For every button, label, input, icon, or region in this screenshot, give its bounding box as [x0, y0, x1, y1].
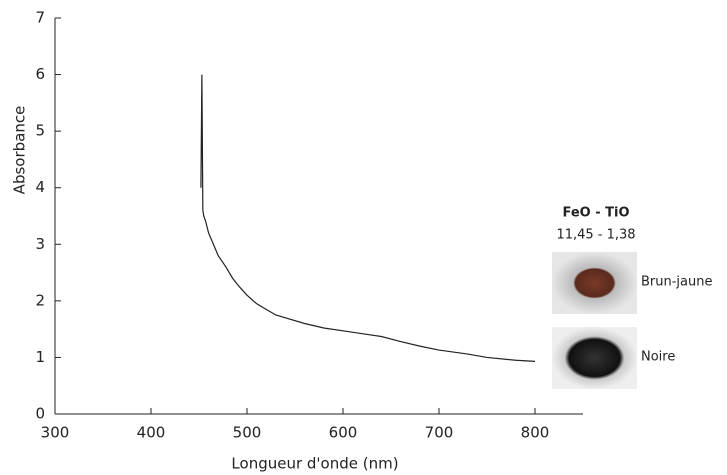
x-tick-label: 600: [329, 424, 358, 442]
x-tick-label: 700: [425, 424, 454, 442]
sample-photo: [552, 327, 637, 389]
x-tick-label: 800: [521, 424, 550, 442]
y-tick-label: 3: [35, 235, 45, 253]
y-tick-label: 7: [35, 9, 45, 27]
y-tick-label: 2: [35, 291, 45, 309]
y-axis-label: Absorbance: [11, 106, 29, 195]
sample-label: Brun-jaune: [641, 275, 713, 290]
x-tick-label: 400: [137, 424, 166, 442]
y-tick-label: 0: [35, 405, 45, 423]
y-tick-label: 6: [35, 65, 45, 83]
y-tick-label: 4: [35, 178, 45, 196]
y-tick-label: 5: [35, 122, 45, 140]
annotation-title: FeO - TiO: [562, 206, 629, 221]
x-tick-label: 300: [41, 424, 70, 442]
x-axis-label: Longueur d'onde (nm): [231, 455, 398, 473]
annotation-subtitle: 11,45 - 1,38: [556, 228, 635, 243]
sample-label: Noire: [641, 350, 675, 365]
data-line: [200, 74, 536, 362]
y-tick-label: 1: [35, 348, 45, 366]
sample-photo: [552, 252, 637, 314]
x-tick-label: 500: [233, 424, 262, 442]
